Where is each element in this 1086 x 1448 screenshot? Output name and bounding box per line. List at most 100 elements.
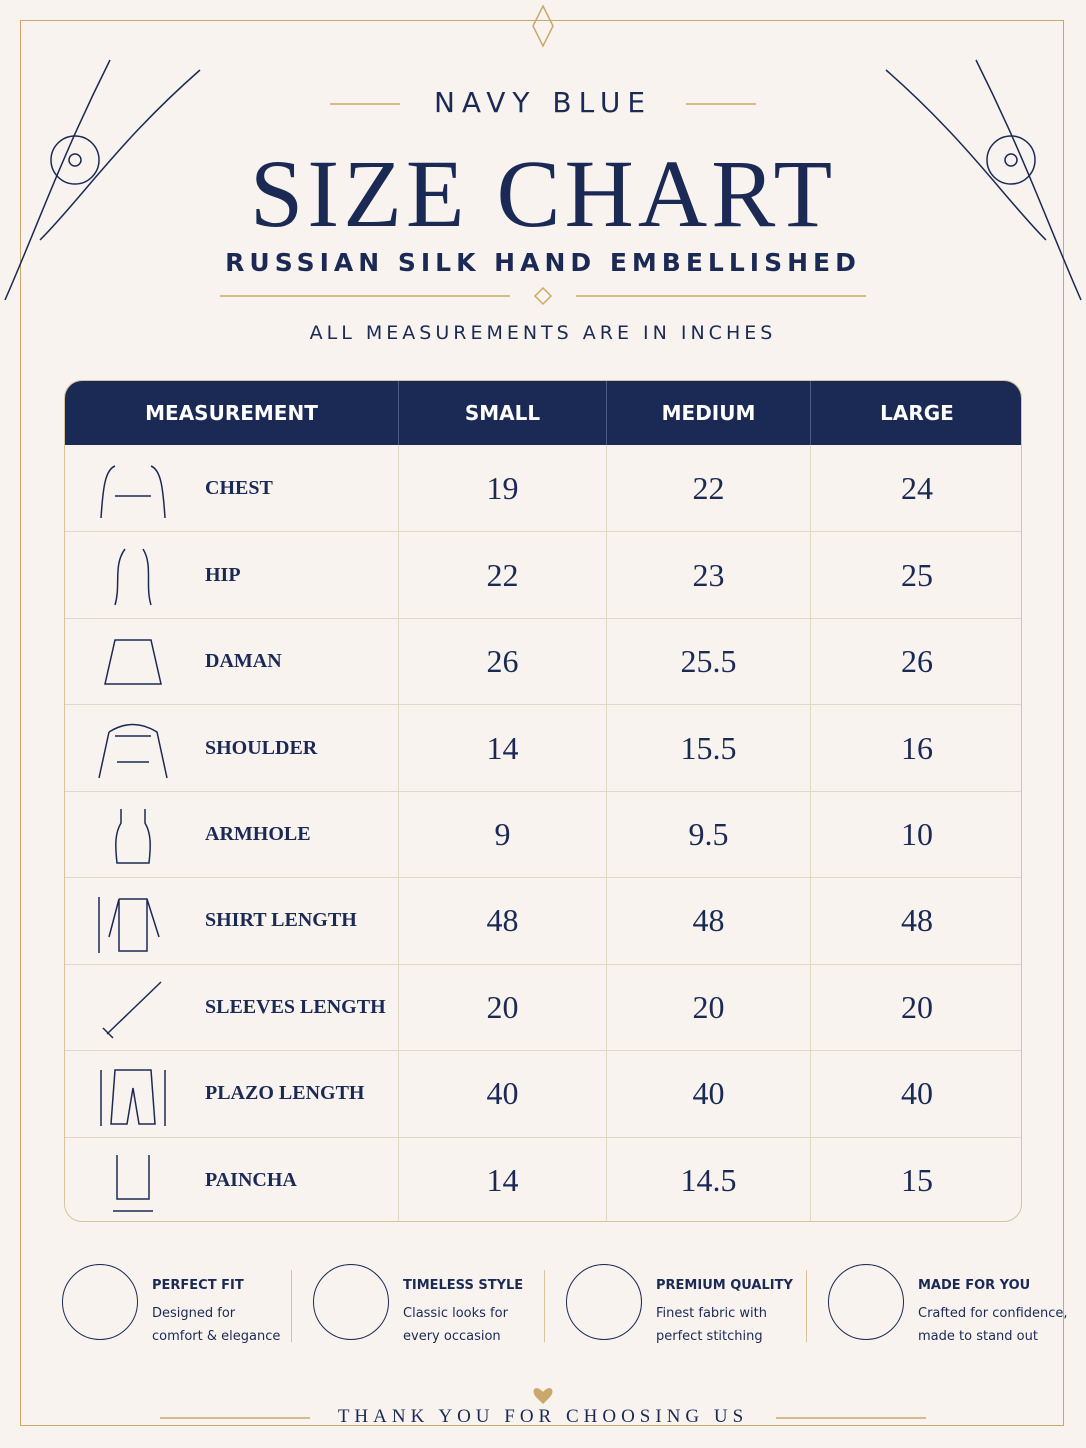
size-value: 19 [399, 445, 607, 532]
size-table: MEASUREMENT SMALL MEDIUM LARGE CHEST 19 22 24 H… [64, 380, 1022, 1222]
size-value: 14 [399, 705, 607, 791]
footer-decoration [160, 1388, 926, 1419]
measurement-cell: SHIRT LENGTH [65, 878, 399, 964]
table-row: ARMHOLE 9 9.5 10 [65, 790, 1021, 878]
feature-title: PERFECT FIT [152, 1278, 244, 1293]
measurement-name: SHIRT LENGTH [205, 909, 357, 932]
feature-line: perfect stitching [656, 1329, 763, 1344]
footer: THANK YOU FOR CHOOSING US [337, 1406, 749, 1427]
measurement-icon [113, 1154, 153, 1212]
measurement-cell: PAINCHA [65, 1137, 399, 1221]
feature-text: Designed for comfort & elegance [152, 1302, 312, 1348]
note: ALL MEASUREMENTS ARE IN INCHES [309, 322, 777, 344]
feature-line: Classic looks for [403, 1306, 508, 1321]
feature-line: made to stand out [918, 1329, 1038, 1344]
measurement-cell: PLAZO LENGTH [65, 1051, 399, 1137]
measurement-icon [102, 981, 162, 1039]
size-value: 25.5 [607, 618, 811, 705]
size-value: 20 [399, 964, 607, 1051]
icon-shape [98, 724, 168, 779]
size-value: 24 [901, 469, 933, 506]
feature-line: every occasion [403, 1329, 501, 1344]
table-row: CHEST 19 22 24 [65, 445, 1021, 532]
table-row: PLAZO LENGTH 40 40 40 [65, 1050, 1021, 1137]
measurement-cell: HIP [65, 532, 399, 618]
size-value: 10 [901, 815, 933, 852]
icon-shape [102, 981, 162, 1039]
measurement-icon [104, 639, 162, 685]
size-value: 40 [901, 1075, 933, 1112]
feature: PREMIUM QUALITY Finest fabric with perfect… [566, 1262, 816, 1352]
table-row: HIP 22 23 25 [65, 531, 1021, 618]
feature-line: Designed for [152, 1306, 236, 1321]
column-header: MEDIUM [607, 381, 811, 445]
measurement-name: HIP [205, 563, 241, 586]
size-value: 22 [607, 445, 811, 532]
separator [544, 1270, 545, 1342]
measurement-cell: SHOULDER [65, 705, 399, 791]
feature-icon [62, 1264, 138, 1340]
feature-icon [566, 1264, 642, 1340]
column-header: LARGE [880, 401, 954, 425]
measurement-icon [114, 548, 152, 606]
separator [806, 1270, 807, 1342]
feature-text: Classic looks for every occasion [403, 1302, 563, 1348]
feature-line: Finest fabric with [656, 1306, 767, 1321]
feature-title: MADE FOR YOU [918, 1278, 1031, 1293]
icon-shape [113, 1154, 153, 1212]
measurement-icon [98, 897, 160, 954]
size-value: 48 [607, 878, 811, 964]
table-row: PAINCHA 14 14.5 15 [65, 1136, 1021, 1221]
feature-title: TIMELESS STYLE [403, 1278, 524, 1293]
measurement-name: SHOULDER [205, 736, 318, 759]
table-header: MEASUREMENT SMALL MEDIUM LARGE [65, 381, 1021, 445]
icon-shape [115, 808, 151, 864]
size-value: 40 [399, 1051, 607, 1137]
size-value: 23 [607, 532, 811, 618]
title: SIZE CHART [249, 140, 837, 247]
feature-icon [313, 1264, 389, 1340]
icon-shape [104, 639, 162, 685]
size-value: 20 [607, 964, 811, 1051]
feature-text: Finest fabric with perfect stitching [656, 1302, 816, 1348]
measurement-icon [98, 724, 168, 779]
icon-shape [98, 897, 160, 954]
measurement-name: DAMAN [205, 650, 282, 673]
size-value: 48 [901, 902, 933, 939]
separator [291, 1270, 292, 1342]
feature-text: Crafted for confidence, made to stand out [918, 1302, 1078, 1348]
measurement-cell: ARMHOLE [65, 791, 399, 878]
measurement-cell: SLEEVES LENGTH [65, 964, 399, 1051]
measurement-icon [100, 465, 166, 519]
icon-shape [100, 1069, 166, 1127]
table-row: SHOULDER 14 15.5 16 [65, 704, 1021, 791]
table-row: DAMAN 26 25.5 26 [65, 617, 1021, 705]
measurement-name: PLAZO LENGTH [205, 1082, 365, 1105]
feature-line: comfort & elegance [152, 1329, 281, 1344]
size-value: 26 [901, 643, 933, 680]
size-value: 15 [901, 1161, 933, 1198]
size-value: 48 [399, 878, 607, 964]
size-value: 14.5 [607, 1137, 811, 1221]
feature: PERFECT FIT Designed for comfort & eleganc… [62, 1262, 312, 1352]
border-frame [20, 20, 1064, 1426]
measurement-name: SLEEVES LENGTH [205, 995, 386, 1018]
size-value: 15.5 [607, 705, 811, 791]
size-value: 25 [901, 556, 933, 593]
size-value: 14 [399, 1137, 607, 1221]
measurement-name: PAINCHA [205, 1168, 297, 1191]
table-row: SHIRT LENGTH 48 48 48 [65, 877, 1021, 964]
icon-shape [100, 465, 166, 519]
column-header: MEASUREMENT [65, 381, 399, 445]
measurement-name: CHEST [205, 476, 273, 499]
measurement-name: ARMHOLE [205, 822, 311, 845]
size-value: 16 [901, 729, 933, 766]
measurement-cell: DAMAN [65, 618, 399, 705]
feature-title: PREMIUM QUALITY [656, 1278, 793, 1293]
size-value: 20 [901, 988, 933, 1025]
measurement-cell: CHEST [65, 445, 399, 532]
size-value: 22 [399, 532, 607, 618]
feature: MADE FOR YOU Crafted for confidence, made … [828, 1262, 1078, 1352]
feature-icon [828, 1264, 904, 1340]
size-value: 9.5 [607, 791, 811, 878]
